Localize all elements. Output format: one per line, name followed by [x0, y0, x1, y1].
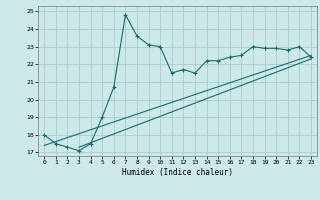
X-axis label: Humidex (Indice chaleur): Humidex (Indice chaleur): [122, 168, 233, 177]
